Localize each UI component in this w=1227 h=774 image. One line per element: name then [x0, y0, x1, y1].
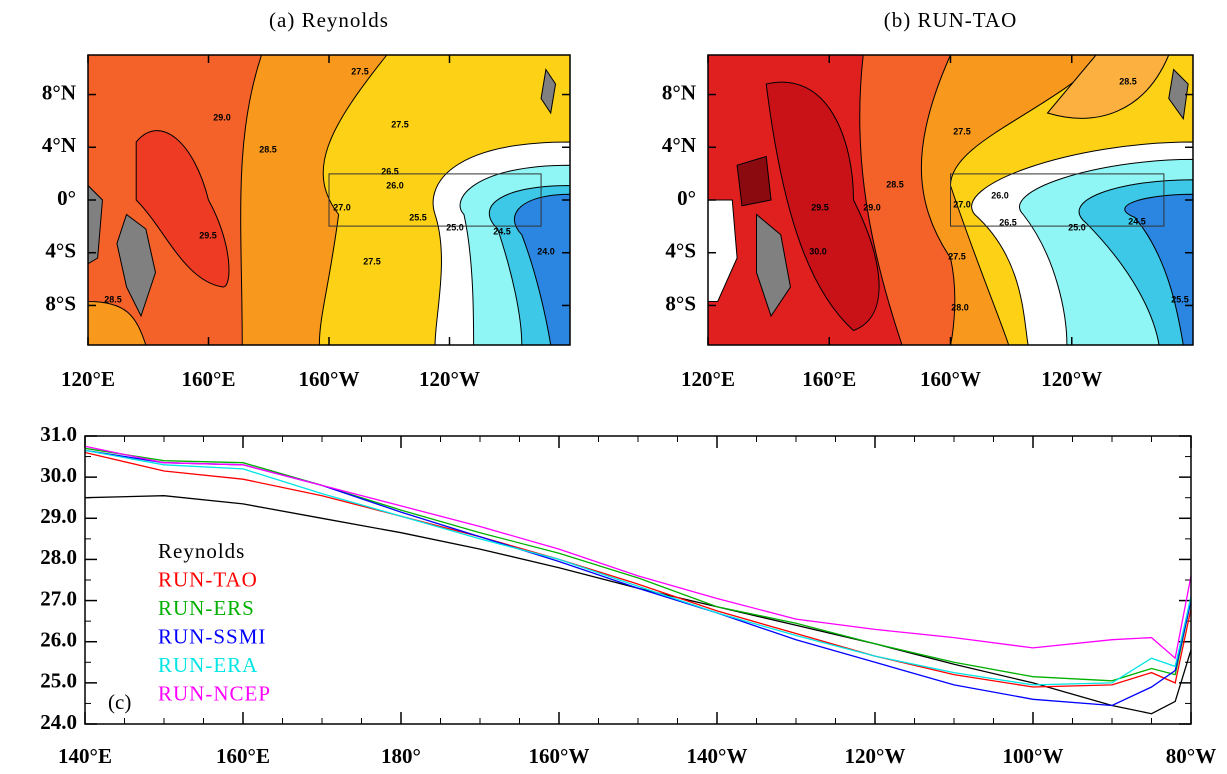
y-tick-label: 31.0 [40, 422, 77, 446]
legend-entry: RUN-ERA [158, 653, 258, 677]
sst-region [1125, 194, 1193, 345]
x-tick-label: 80°W [1166, 744, 1216, 768]
contour-label: 25.5 [1171, 294, 1189, 304]
contour-label: 27.0 [953, 199, 971, 209]
x-tick-label: 180° [381, 744, 421, 768]
contour-label: 27.0 [333, 202, 351, 212]
contour-label: 26.5 [999, 217, 1017, 227]
legend-entry: Reynolds [158, 539, 245, 563]
contour-label: 24.5 [1128, 216, 1146, 226]
y-tick-label: 0° [677, 186, 696, 210]
contour-label: 30.0 [809, 246, 827, 256]
contour-label: 28.0 [951, 302, 969, 312]
x-tick-label: 120°W [845, 744, 906, 768]
contour-label: 29.5 [811, 202, 829, 212]
y-tick-label: 30.0 [40, 463, 77, 487]
contour-label: 27.5 [391, 119, 409, 129]
x-tick-label: 160°E [216, 744, 270, 768]
nino-box [328, 173, 542, 227]
sst-region [541, 70, 555, 114]
legend-entry: RUN-NCEP [158, 681, 271, 705]
panel-title: (a) Reynolds [269, 8, 389, 32]
y-tick-label: 4°N [662, 133, 696, 157]
x-tick-label: 160°E [802, 367, 856, 391]
y-tick-label: 8°S [665, 291, 696, 315]
contour-label: 24.0 [537, 246, 555, 256]
y-tick-label: 28.0 [40, 545, 77, 569]
panel-title: (b) RUN-TAO [884, 8, 1018, 32]
contour-label: 26.5 [381, 166, 399, 176]
series-line [84, 447, 1192, 682]
contour-label: 24.5 [493, 226, 511, 236]
y-tick-label: 27.0 [40, 586, 77, 610]
legend-entry: RUN-ERS [158, 596, 255, 620]
x-tick-label: 160°W [299, 367, 360, 391]
x-tick-label: 120°E [681, 367, 735, 391]
y-tick-label: 29.0 [40, 504, 77, 528]
contour-label: 26.0 [386, 180, 404, 190]
sst-region [737, 157, 771, 206]
contour-label: 25.5 [409, 212, 427, 222]
x-tick-label: 160°E [182, 367, 236, 391]
contour-label: 28.5 [104, 294, 122, 304]
y-tick-label: 8°S [45, 291, 76, 315]
x-tick-label: 140°W [687, 744, 748, 768]
contour-label: 27.5 [953, 126, 971, 136]
sst-region [136, 131, 229, 287]
sst-region [117, 215, 156, 317]
y-tick-label: 4°S [665, 239, 696, 263]
contour-label: 28.5 [1119, 76, 1137, 86]
series-line [84, 451, 1192, 688]
contour-label: 27.5 [948, 251, 966, 261]
contour-label: 25.0 [446, 222, 464, 232]
sst-region [766, 82, 879, 330]
y-tick-label: 4°N [42, 133, 76, 157]
sst-region [514, 194, 570, 345]
contour-label: 25.0 [1068, 222, 1086, 232]
x-tick-label: 140°E [58, 744, 112, 768]
y-tick-label: 8°N [662, 80, 696, 104]
y-tick-label: 25.0 [40, 669, 77, 693]
x-tick-label: 120°E [61, 367, 115, 391]
x-tick-label: 100°W [1003, 744, 1064, 768]
contour-label: 27.5 [351, 66, 369, 76]
y-tick-label: 0° [57, 186, 76, 210]
sst-region [757, 215, 791, 317]
panel-label: (c) [108, 690, 131, 714]
plot-frame [84, 435, 1192, 725]
sst-region [1048, 55, 1169, 118]
series-line [84, 449, 1192, 686]
y-tick-label: 8°N [42, 80, 76, 104]
series-line [84, 445, 1192, 660]
contour-label: 26.0 [991, 190, 1009, 200]
contour-label: 28.5 [259, 144, 277, 154]
nino-box [950, 173, 1165, 227]
legend-entry: RUN-TAO [158, 567, 258, 591]
x-tick-label: 120°W [419, 367, 480, 391]
x-tick-label: 160°W [920, 367, 981, 391]
x-tick-label: 120°W [1041, 367, 1102, 391]
contour-label: 29.0 [863, 202, 881, 212]
contour-label: 29.5 [199, 230, 217, 240]
x-tick-label: 160°W [529, 744, 590, 768]
legend-entry: RUN-SSMI [158, 624, 266, 648]
y-tick-label: 24.0 [40, 710, 77, 734]
y-tick-label: 4°S [45, 239, 76, 263]
contour-label: 27.5 [363, 256, 381, 266]
y-tick-label: 26.0 [40, 628, 77, 652]
contour-label: 29.0 [213, 112, 231, 122]
sst-region [1169, 70, 1188, 119]
contour-label: 28.5 [886, 179, 904, 189]
